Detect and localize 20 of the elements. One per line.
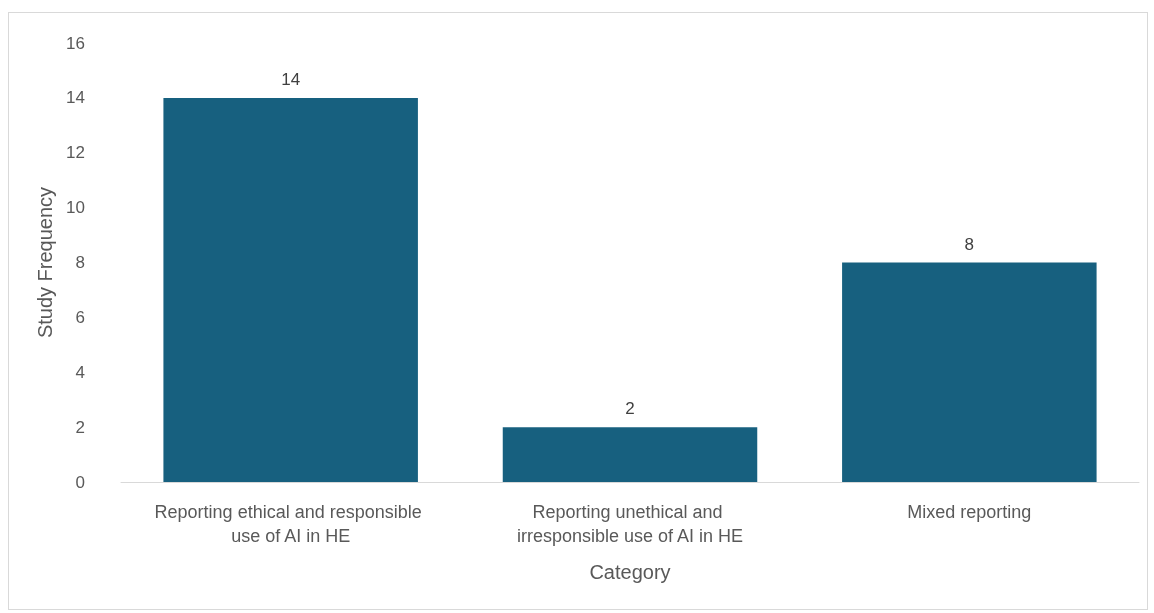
bar xyxy=(502,427,758,482)
x-tick-label: Reporting unethical and irresponsible use of AI in HE xyxy=(516,502,744,546)
x-axis-title: Category xyxy=(589,561,671,583)
y-tick-label: 10 xyxy=(66,198,85,218)
x-tick-label: Reporting ethical and responsible use of AI in HE xyxy=(154,502,427,546)
data-label: 2 xyxy=(625,399,635,419)
y-tick-label: 2 xyxy=(75,417,85,437)
y-tick-label: 0 xyxy=(75,472,85,492)
x-tick-label: Mixed reporting xyxy=(907,502,1032,522)
bar xyxy=(163,97,418,482)
y-tick-label: 8 xyxy=(75,253,85,272)
y-axis-title: Study Frequency xyxy=(34,186,57,339)
data-label: 14 xyxy=(281,69,301,89)
y-tick-label: 16 xyxy=(66,33,85,53)
y-tick-label: 4 xyxy=(75,362,85,382)
data-label: 8 xyxy=(964,234,975,254)
y-tick-label: 12 xyxy=(66,143,85,163)
y-tick-label: 6 xyxy=(75,307,85,327)
bar xyxy=(842,262,1097,482)
y-tick-label: 14 xyxy=(66,88,85,108)
